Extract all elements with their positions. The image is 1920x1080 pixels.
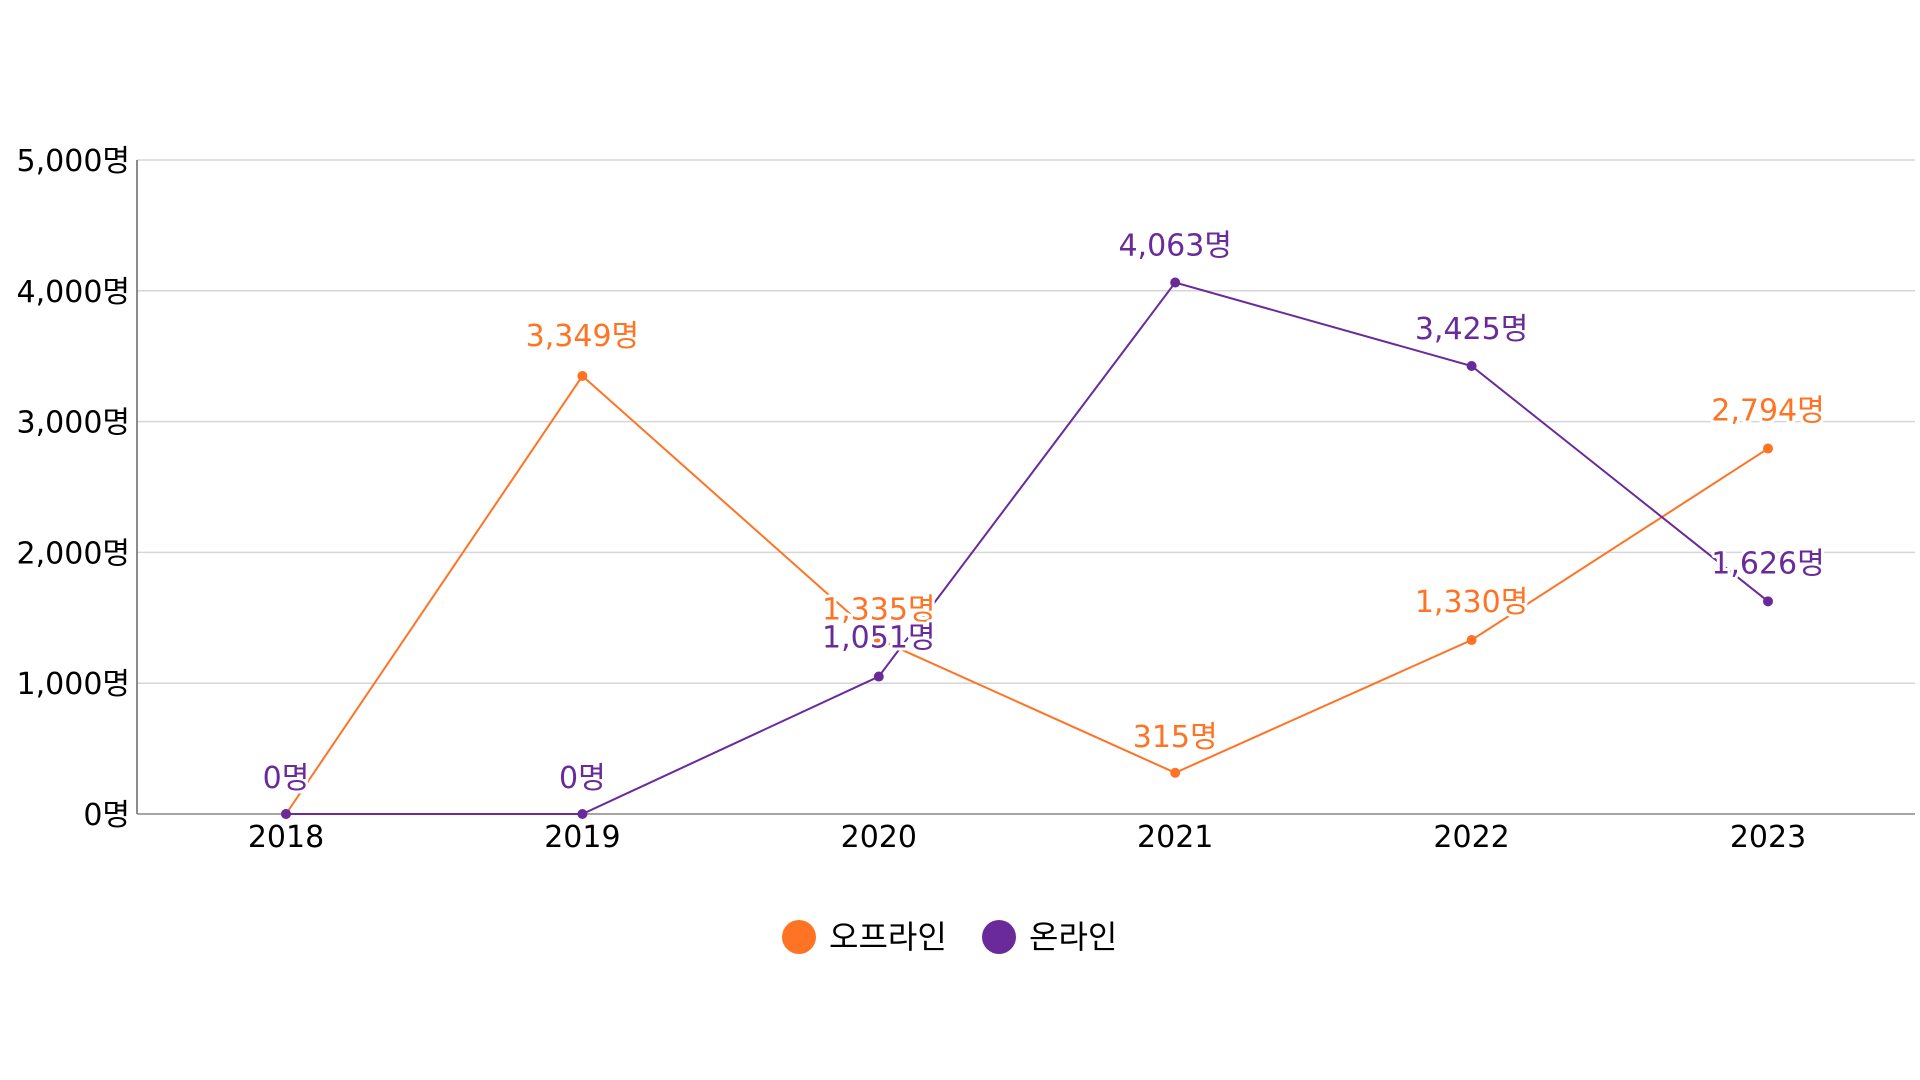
- data-label: 3,425명: [1415, 312, 1528, 347]
- series-offline: [281, 370, 1773, 819]
- data-point: [281, 809, 291, 819]
- y-tick-label: 2,000명: [17, 536, 130, 571]
- data-label: 3,349명: [526, 319, 639, 354]
- data-point: [1466, 635, 1477, 646]
- x-axis-ticks: 2018 2019 2020 2021 2022 2023: [248, 820, 1806, 855]
- y-tick-label: 1,000명: [17, 667, 130, 702]
- data-label: 1,335명: [822, 592, 935, 627]
- legend-marker-icon: [982, 920, 1016, 954]
- gridlines: [137, 159, 1915, 684]
- legend: 오프라인 온라인: [782, 918, 1117, 956]
- x-tick-label: 2021: [1137, 820, 1213, 855]
- y-axis-ticks: 0명 1,000명 2,000명 3,000명 4,000명 5,000명: [17, 144, 130, 833]
- data-label: 315명: [1133, 720, 1218, 755]
- data-label: 0명: [559, 761, 606, 796]
- data-label: 0명: [263, 761, 310, 796]
- y-tick-label: 4,000명: [17, 275, 130, 310]
- series-group: [281, 277, 1773, 819]
- data-point: [1763, 443, 1773, 454]
- data-label: 1,626명: [1711, 546, 1824, 581]
- y-tick-label: 3,000명: [17, 406, 130, 441]
- data-point: [1763, 596, 1773, 607]
- x-tick-label: 2019: [544, 820, 620, 855]
- x-tick-label: 2022: [1433, 820, 1509, 855]
- data-point: [873, 671, 884, 682]
- data-point: [1466, 361, 1477, 372]
- data-label: 1,330명: [1415, 585, 1528, 620]
- data-label: 1,051명: [822, 621, 935, 656]
- y-tick-label: 5,000명: [17, 144, 130, 179]
- series-online: [281, 277, 1773, 819]
- data-point: [1170, 767, 1181, 778]
- x-tick-label: 2020: [841, 820, 917, 855]
- series-line: [286, 281, 1769, 815]
- x-tick-label: 2018: [248, 820, 324, 855]
- data-label: 2,794명: [1711, 394, 1824, 429]
- data-point: [577, 370, 588, 381]
- legend-item-offline[interactable]: 오프라인: [782, 918, 947, 956]
- series-line: [285, 374, 1769, 815]
- legend-marker-icon: [782, 920, 816, 954]
- data-labels: 3,349명 1,335명 315명 1,330명 2,794명 0명 0명 1,051명 4,…: [260, 226, 1828, 799]
- data-point: [577, 809, 588, 819]
- data-point: [1170, 277, 1181, 288]
- data-label: 4,063명: [1118, 229, 1231, 264]
- x-tick-label: 2023: [1730, 820, 1806, 855]
- y-tick-label: 0명: [83, 798, 130, 833]
- legend-item-online[interactable]: 온라인: [982, 918, 1117, 956]
- legend-label: 온라인: [1029, 918, 1117, 956]
- legend-label: 오프라인: [829, 918, 947, 956]
- data-point: [873, 634, 884, 645]
